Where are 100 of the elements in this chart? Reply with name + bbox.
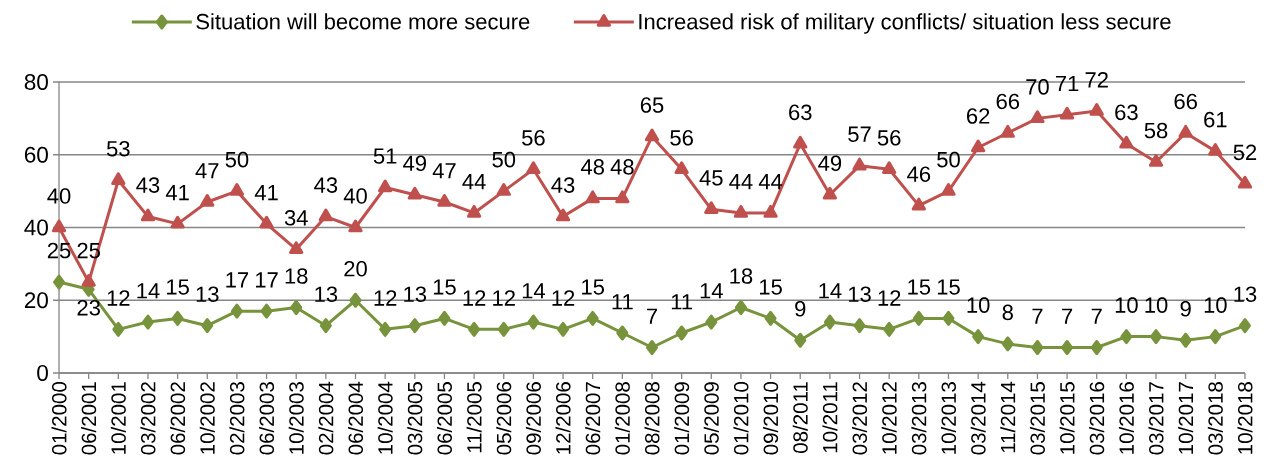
data-label: 41 bbox=[165, 185, 189, 201]
y-tick-label: 20 bbox=[24, 292, 48, 309]
point bbox=[319, 318, 332, 334]
data-label: 14 bbox=[819, 283, 842, 299]
data-label: 44 bbox=[729, 174, 753, 190]
point bbox=[437, 194, 452, 207]
point bbox=[1001, 336, 1014, 352]
point bbox=[526, 161, 541, 175]
point bbox=[645, 340, 658, 356]
data-label: 15 bbox=[908, 279, 931, 295]
point bbox=[201, 318, 214, 334]
x-tick-label: 10/2004 bbox=[377, 381, 393, 454]
point bbox=[1208, 143, 1223, 156]
data-label: 12 bbox=[374, 290, 397, 306]
data-label: 56 bbox=[877, 130, 901, 146]
data-label: 44 bbox=[758, 174, 783, 190]
x-tick-label: 01/2009 bbox=[674, 382, 690, 455]
data-label: 45 bbox=[699, 170, 723, 186]
point bbox=[1031, 340, 1044, 356]
data-label: 7 bbox=[647, 308, 658, 324]
point bbox=[81, 274, 96, 287]
data-label: 66 bbox=[996, 93, 1020, 110]
data-label: 47 bbox=[195, 163, 219, 179]
point bbox=[51, 219, 67, 233]
data-label: 10 bbox=[1145, 297, 1168, 313]
point bbox=[1000, 124, 1015, 138]
data-label: 40 bbox=[343, 188, 367, 204]
x-tick-label: 09/2006 bbox=[525, 382, 541, 455]
point bbox=[763, 204, 778, 218]
x-tick-label: 10/2001 bbox=[110, 382, 126, 454]
x-tick-label: 03/2005 bbox=[407, 382, 423, 455]
point bbox=[140, 208, 156, 222]
point bbox=[1209, 329, 1222, 345]
data-label: 34 bbox=[284, 210, 308, 226]
data-label: 14 bbox=[700, 283, 723, 299]
x-tick-label: 10/2017 bbox=[1178, 382, 1194, 454]
data-label: 70 bbox=[1026, 79, 1049, 95]
data-label: 56 bbox=[522, 130, 545, 146]
point bbox=[497, 321, 510, 337]
x-tick-label: 10/2002 bbox=[199, 382, 215, 454]
point bbox=[1148, 154, 1164, 167]
data-label: 52 bbox=[1233, 144, 1257, 161]
point bbox=[1090, 340, 1103, 356]
data-label: 40 bbox=[47, 188, 71, 204]
x-tick-label: 10/2003 bbox=[288, 382, 304, 454]
point bbox=[852, 157, 867, 171]
data-label: 71 bbox=[1055, 75, 1079, 92]
data-label: 14 bbox=[137, 283, 160, 299]
x-tick-label: 10/2011 bbox=[822, 382, 838, 453]
x-tick-label: 03/2015 bbox=[1029, 382, 1045, 455]
data-label: 49 bbox=[403, 155, 426, 172]
data-label: 51 bbox=[373, 148, 397, 164]
data-label: 7 bbox=[1062, 308, 1073, 324]
point bbox=[259, 215, 274, 229]
x-tick-label: 03/2018 bbox=[1207, 382, 1223, 455]
point bbox=[1089, 103, 1104, 116]
point bbox=[379, 321, 392, 337]
legend-label: Situation will become more secure bbox=[196, 13, 530, 30]
point bbox=[615, 190, 630, 204]
point bbox=[911, 197, 926, 211]
point bbox=[349, 292, 362, 308]
data-label: 23 bbox=[77, 300, 100, 316]
point bbox=[941, 183, 956, 196]
x-tick-label: 08/2011 bbox=[792, 382, 808, 453]
data-label: 72 bbox=[1085, 72, 1108, 88]
data-label: 65 bbox=[640, 97, 664, 113]
data-label: 18 bbox=[730, 268, 753, 284]
data-label: 10 bbox=[967, 297, 990, 313]
point bbox=[408, 318, 421, 334]
point bbox=[972, 329, 985, 345]
x-tick-label: 06/2007 bbox=[585, 382, 601, 455]
x-tick-label: 06/2004 bbox=[347, 381, 364, 455]
point bbox=[823, 314, 836, 330]
point bbox=[733, 204, 749, 218]
data-label: 43 bbox=[551, 177, 575, 193]
data-label: 46 bbox=[907, 166, 931, 182]
x-tick-label: 05/2006 bbox=[496, 382, 512, 455]
data-label: 43 bbox=[314, 177, 338, 193]
y-tick-label: 60 bbox=[24, 146, 48, 163]
x-tick-label: 10/2013 bbox=[940, 382, 957, 454]
point bbox=[971, 139, 986, 153]
point bbox=[1150, 329, 1163, 345]
point bbox=[794, 332, 807, 348]
x-tick-label: 08/2008 bbox=[644, 382, 660, 455]
point bbox=[53, 274, 66, 290]
data-label: 56 bbox=[670, 130, 693, 146]
y-tick-label: 0 bbox=[37, 365, 48, 381]
data-label: 17 bbox=[226, 272, 249, 288]
data-label: 44 bbox=[462, 174, 486, 190]
data-label: 15 bbox=[433, 279, 456, 295]
data-label: 41 bbox=[254, 185, 278, 201]
point bbox=[555, 208, 571, 222]
point bbox=[1237, 175, 1253, 189]
point bbox=[171, 310, 184, 326]
data-label: 11 bbox=[612, 294, 633, 310]
data-label: 10 bbox=[1115, 297, 1138, 313]
data-label: 48 bbox=[580, 159, 604, 175]
point bbox=[764, 310, 777, 326]
x-tick-label: 10/2012 bbox=[881, 382, 897, 454]
x-tick-label: 06/2003 bbox=[259, 382, 275, 455]
